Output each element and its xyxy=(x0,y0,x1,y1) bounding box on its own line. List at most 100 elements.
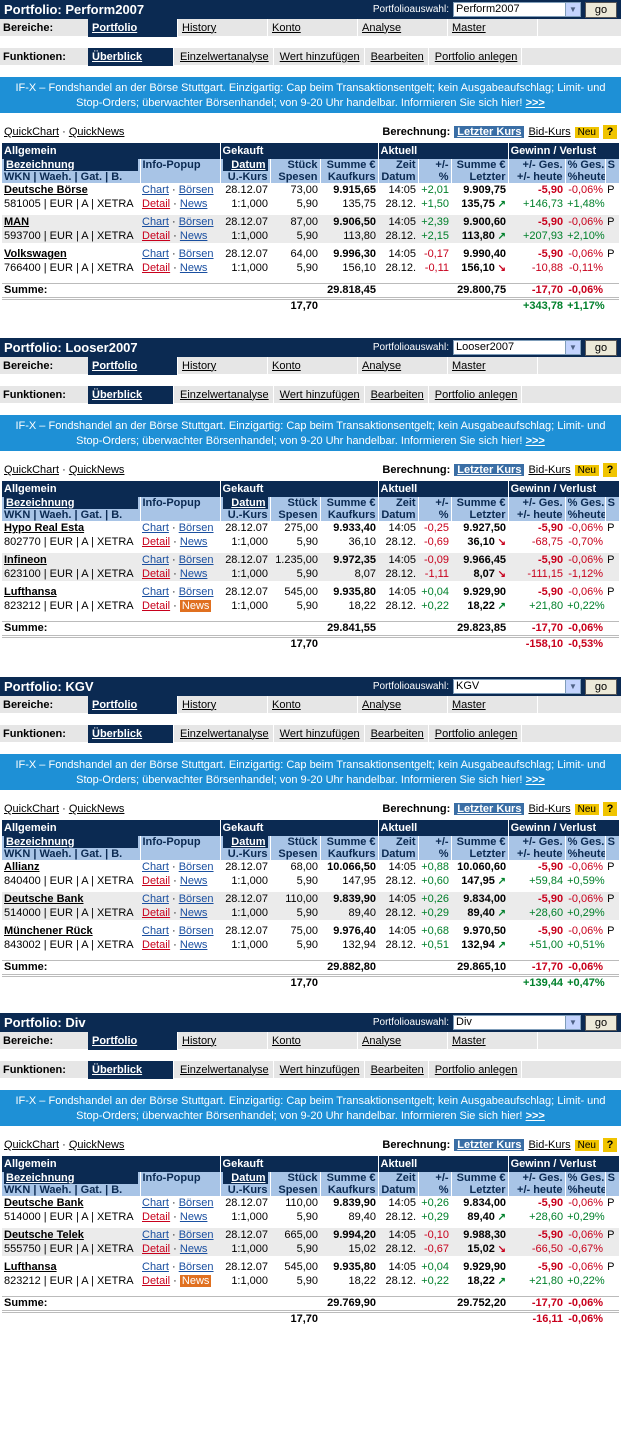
stock-name-link[interactable]: Allianz xyxy=(2,860,140,874)
banner-more-link[interactable]: >>> xyxy=(525,774,545,786)
nav-item[interactable]: Portfolio xyxy=(88,18,178,37)
portfolio-select[interactable]: Div ▼ xyxy=(453,1015,581,1030)
chart-link[interactable]: Chart xyxy=(142,1197,169,1209)
nav-item[interactable]: Portfolio xyxy=(88,695,178,714)
function-item[interactable]: Wert hinzufügen xyxy=(276,1060,365,1079)
ad-banner[interactable]: IF-X – Fondshandel an der Börse Stuttgar… xyxy=(0,1090,621,1126)
boersen-link[interactable]: Börsen xyxy=(178,861,214,873)
nav-item[interactable]: History xyxy=(178,695,268,714)
detail-link[interactable]: Detail xyxy=(142,1275,171,1287)
nav-item[interactable]: Portfolio xyxy=(88,1031,178,1050)
nav-item[interactable]: Master xyxy=(448,356,538,375)
chevron-down-icon[interactable]: ▼ xyxy=(565,1016,580,1029)
quickchart-link[interactable]: QuickChart xyxy=(4,464,60,476)
nav-item[interactable]: Konto xyxy=(268,356,358,375)
news-link[interactable]: News xyxy=(179,1211,208,1223)
chart-link[interactable]: Chart xyxy=(142,586,169,598)
nav-item[interactable]: Analyse xyxy=(358,18,448,37)
column-header-label[interactable]: WKN | Waeh. | Gat. | B. xyxy=(4,848,123,860)
detail-link[interactable]: Detail xyxy=(142,1243,171,1255)
banner-more-link[interactable]: >>> xyxy=(525,1110,545,1122)
news-link[interactable]: News xyxy=(179,600,212,612)
boersen-link[interactable]: Börsen xyxy=(178,184,214,196)
news-link[interactable]: News xyxy=(179,875,208,887)
detail-link[interactable]: Detail xyxy=(142,230,171,242)
column-header-label[interactable]: Datum xyxy=(222,497,268,509)
column-header-label[interactable]: WKN | Waeh. | Gat. | B. xyxy=(4,171,123,183)
function-item[interactable]: Bearbeiten xyxy=(367,47,429,66)
chart-link[interactable]: Chart xyxy=(142,1229,169,1241)
boersen-link[interactable]: Börsen xyxy=(178,216,214,228)
stock-name-link[interactable]: Lufthansa xyxy=(2,585,140,599)
quicknews-link[interactable]: QuickNews xyxy=(68,126,125,138)
go-button[interactable]: go xyxy=(585,1,617,18)
quickchart-link[interactable]: QuickChart xyxy=(4,1139,60,1151)
quicknews-link[interactable]: QuickNews xyxy=(68,803,125,815)
nav-item[interactable]: History xyxy=(178,1031,268,1050)
detail-link[interactable]: Detail xyxy=(142,198,171,210)
nav-item[interactable]: Master xyxy=(448,1031,538,1050)
boersen-link[interactable]: Börsen xyxy=(178,925,214,937)
function-item[interactable]: Portfolio anlegen xyxy=(431,1060,523,1079)
stock-name-link[interactable]: Hypo Real Esta xyxy=(2,521,140,535)
help-icon[interactable]: ? xyxy=(603,1138,617,1152)
function-item[interactable]: Bearbeiten xyxy=(367,1060,429,1079)
detail-link[interactable]: Detail xyxy=(142,568,171,580)
news-link[interactable]: News xyxy=(179,939,208,951)
portfolio-select[interactable]: Looser2007 ▼ xyxy=(453,340,581,355)
news-link[interactable]: News xyxy=(179,536,208,548)
stock-name-link[interactable]: Deutsche Telek xyxy=(2,1228,140,1242)
boersen-link[interactable]: Börsen xyxy=(178,1197,214,1209)
news-link[interactable]: News xyxy=(179,1243,208,1255)
column-header-label[interactable]: WKN | Waeh. | Gat. | B. xyxy=(4,1184,123,1196)
ad-banner[interactable]: IF-X – Fondshandel an der Börse Stuttgar… xyxy=(0,754,621,790)
letzter-kurs-toggle[interactable]: Letzter Kurs xyxy=(454,126,525,138)
boersen-link[interactable]: Börsen xyxy=(178,1229,214,1241)
nav-item[interactable]: Master xyxy=(448,695,538,714)
column-header-label[interactable]: WKN | Waeh. | Gat. | B. xyxy=(4,509,123,521)
ad-banner[interactable]: IF-X – Fondshandel an der Börse Stuttgar… xyxy=(0,415,621,451)
bid-kurs-link[interactable]: Bid-Kurs xyxy=(528,126,571,138)
go-button[interactable]: go xyxy=(585,339,617,356)
news-link[interactable]: News xyxy=(179,568,208,580)
help-icon[interactable]: ? xyxy=(603,125,617,139)
ad-banner[interactable]: IF-X – Fondshandel an der Börse Stuttgar… xyxy=(0,77,621,113)
function-item[interactable]: Wert hinzufügen xyxy=(276,47,365,66)
detail-link[interactable]: Detail xyxy=(142,600,171,612)
chart-link[interactable]: Chart xyxy=(142,248,169,260)
nav-item[interactable]: Analyse xyxy=(358,1031,448,1050)
stock-name-link[interactable]: Volkswagen xyxy=(2,247,140,261)
help-icon[interactable]: ? xyxy=(603,802,617,816)
stock-name-link[interactable]: Deutsche Bank xyxy=(2,1196,140,1210)
function-item[interactable]: Überblick xyxy=(88,1060,174,1079)
function-item[interactable]: Bearbeiten xyxy=(367,385,429,404)
nav-item[interactable]: Konto xyxy=(268,1031,358,1050)
column-header-label[interactable]: Bezeichnung xyxy=(4,1172,138,1184)
go-button[interactable]: go xyxy=(585,1014,617,1031)
news-link[interactable]: News xyxy=(179,907,208,919)
banner-more-link[interactable]: >>> xyxy=(525,435,545,447)
chevron-down-icon[interactable]: ▼ xyxy=(565,3,580,16)
chart-link[interactable]: Chart xyxy=(142,184,169,196)
boersen-link[interactable]: Börsen xyxy=(178,248,214,260)
help-icon[interactable]: ? xyxy=(603,463,617,477)
stock-name-link[interactable]: Lufthansa xyxy=(2,1260,140,1274)
news-link[interactable]: News xyxy=(179,198,208,210)
portfolio-select[interactable]: Perform2007 ▼ xyxy=(453,2,581,17)
function-item[interactable]: Portfolio anlegen xyxy=(431,724,523,743)
function-item[interactable]: Überblick xyxy=(88,47,174,66)
column-header-label[interactable]: Datum xyxy=(222,1172,268,1184)
bid-kurs-link[interactable]: Bid-Kurs xyxy=(528,803,571,815)
boersen-link[interactable]: Börsen xyxy=(178,554,214,566)
quicknews-link[interactable]: QuickNews xyxy=(68,464,125,476)
function-item[interactable]: Bearbeiten xyxy=(367,724,429,743)
detail-link[interactable]: Detail xyxy=(142,536,171,548)
boersen-link[interactable]: Börsen xyxy=(178,522,214,534)
chart-link[interactable]: Chart xyxy=(142,893,169,905)
function-item[interactable]: Einzelwertanalyse xyxy=(176,724,274,743)
quickchart-link[interactable]: QuickChart xyxy=(4,126,60,138)
quickchart-link[interactable]: QuickChart xyxy=(4,803,60,815)
detail-link[interactable]: Detail xyxy=(142,907,171,919)
detail-link[interactable]: Detail xyxy=(142,1211,171,1223)
boersen-link[interactable]: Börsen xyxy=(178,586,214,598)
